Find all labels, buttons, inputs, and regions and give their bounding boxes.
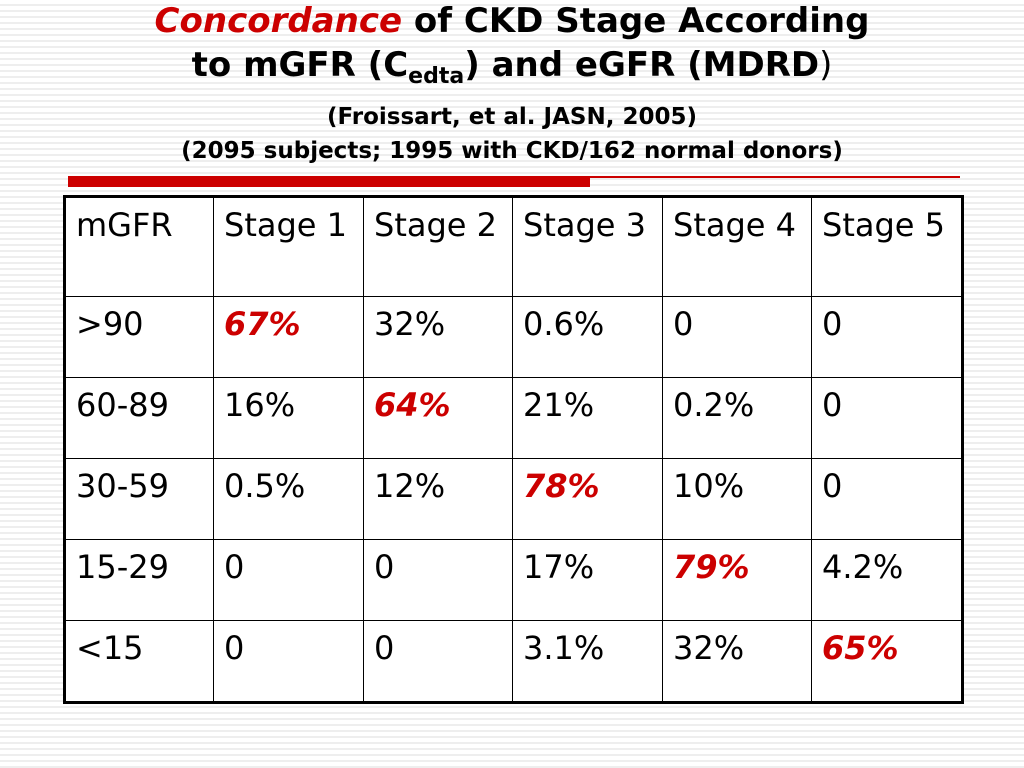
row-label-cell: 30-59 [64,458,214,540]
table-cell: 0 [363,539,513,621]
table-row: 15-29 0 0 17% 79% 4.2% [64,539,963,621]
table-cell: 16% [213,377,364,459]
table-row: >90 67% 32% 0.6% 0 0 [64,296,963,378]
table-cell: 0 [811,458,963,540]
table-cell: 0 [363,620,513,703]
row-label-cell: 60-89 [64,377,214,459]
table-cell: 3.1% [512,620,663,703]
table-cell: 10% [662,458,812,540]
table-cell: 17% [512,539,663,621]
title-subjects: (2095 subjects; 1995 with CKD/162 normal… [181,138,843,164]
title-citation: (Froissart, et al. JASN, 2005) [327,104,697,130]
table-row: <15 0 0 3.1% 32% 65% [64,620,963,703]
table-cell: 65% [811,620,963,703]
table-cell: 32% [662,620,812,703]
table-header-row: mGFR Stage 1 Stage 2 Stage 3 Stage 4 Stage 5 [64,196,963,297]
header-stage-1: Stage 1 [213,196,364,297]
table-cell: 67% [213,296,364,378]
table-cell: 0 [811,377,963,459]
title-subscript: edta [408,64,465,89]
table-cell: 78% [512,458,663,540]
title-emphasis: Concordance [154,1,403,41]
table-cell: 32% [363,296,513,378]
header-stage-5: Stage 5 [811,196,963,297]
table-cell: 0.6% [512,296,663,378]
table-cell: 0 [811,296,963,378]
row-label-cell: 15-29 [64,539,214,621]
table-row: 60-89 16% 64% 21% 0.2% 0 [64,377,963,459]
header-stage-2: Stage 2 [363,196,513,297]
title-divider-thick [68,176,590,187]
table-cell: 0 [213,620,364,703]
row-label-cell: >90 [64,296,214,378]
title-line-1-rest: of CKD Stage According [402,1,870,41]
table-cell: 64% [363,377,513,459]
title-line-2-post: ) and eGFR (MDRD [464,45,820,85]
title-line-1: Concordance of CKD Stage According [40,0,984,42]
table-cell: 79% [662,539,812,621]
table-cell: 4.2% [811,539,963,621]
title-line-2-close: ) [819,45,833,85]
table-cell: 0.5% [213,458,364,540]
table-cell: 0.2% [662,377,812,459]
concordance-table: mGFR Stage 1 Stage 2 Stage 3 Stage 4 Stage 5 >… [63,195,964,704]
table-cell: 12% [363,458,513,540]
title-divider-thin [590,176,960,178]
title-line-2-pre: to mGFR (C [191,45,409,85]
header-stage-4: Stage 4 [662,196,812,297]
table-cell: 0 [213,539,364,621]
header-stage-3: Stage 3 [512,196,663,297]
slide-title: Concordance of CKD Stage According to mG… [40,0,984,168]
row-label-cell: <15 [64,620,214,703]
table-row: 30-59 0.5% 12% 78% 10% 0 [64,458,963,540]
header-mgfr: mGFR [64,196,214,297]
title-line-2: to mGFR (Cedta) and eGFR (MDRD) [40,42,984,100]
table-cell: 0 [662,296,812,378]
table-cell: 21% [512,377,663,459]
